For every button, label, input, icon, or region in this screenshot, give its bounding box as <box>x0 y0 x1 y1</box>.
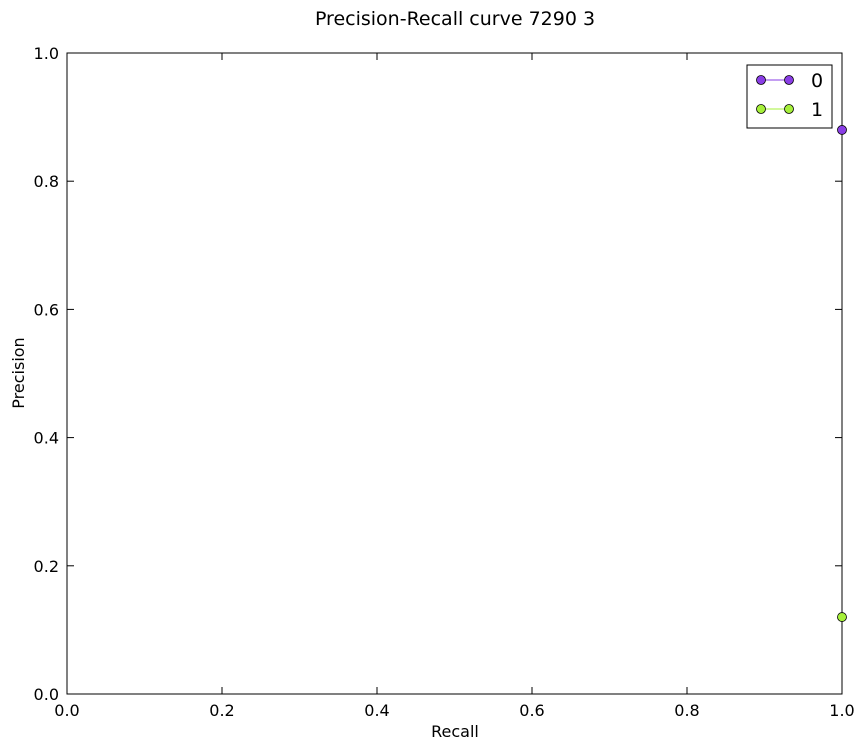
y-axis-label: Precision <box>9 337 28 408</box>
y-tick-label: 0.8 <box>34 172 59 191</box>
x-tick-label: 0.6 <box>519 701 544 720</box>
x-tick-label: 0.0 <box>54 701 79 720</box>
series-layer <box>837 125 847 622</box>
series-0 <box>837 125 847 135</box>
x-tick-label: 0.8 <box>674 701 699 720</box>
legend: 01 <box>746 64 833 129</box>
chart-title: Precision-Recall curve 7290 3 <box>315 8 595 30</box>
legend-marker <box>756 75 766 85</box>
legend-label: 1 <box>811 99 823 121</box>
legend-marker <box>756 104 766 114</box>
legend-marker <box>784 75 794 85</box>
x-tick-label: 0.4 <box>364 701 389 720</box>
x-axis-label: Recall <box>431 722 479 741</box>
y-tick-label: 0.6 <box>34 300 59 319</box>
y-axis-ticks: 0.0 0.2 0.4 0.6 0.8 1.0 <box>34 44 842 704</box>
y-tick-label: 0.4 <box>34 429 59 448</box>
y-tick-label: 0.2 <box>34 557 59 576</box>
legend-marker <box>784 104 794 114</box>
legend-entry-0: 0 <box>756 70 823 92</box>
plot-area <box>66 52 843 695</box>
data-point <box>837 612 847 622</box>
legend-label: 0 <box>811 70 823 92</box>
y-tick-label: 0.0 <box>34 685 59 704</box>
x-tick-label: 1.0 <box>829 701 854 720</box>
data-point <box>837 125 847 135</box>
x-axis-ticks: 0.0 0.2 0.4 0.6 0.8 1.0 <box>54 53 855 720</box>
series-1 <box>837 612 847 622</box>
x-tick-label: 0.2 <box>209 701 234 720</box>
y-tick-label: 1.0 <box>34 44 59 63</box>
legend-entry-1: 1 <box>756 99 823 121</box>
